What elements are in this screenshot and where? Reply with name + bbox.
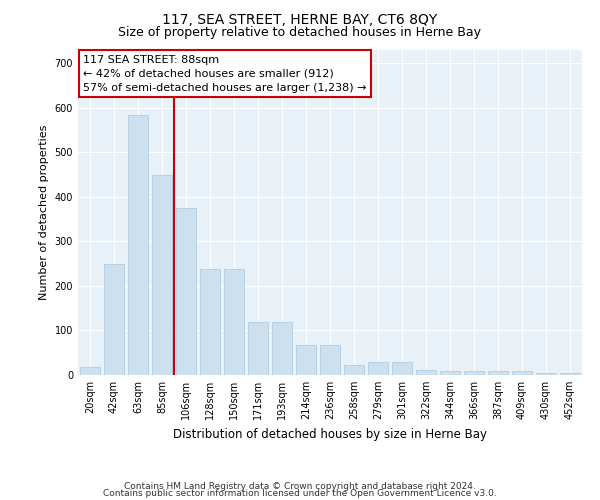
Bar (272, 322, 292, 375)
Bar (104, 264, 124, 375)
Bar (248, 322, 268, 375)
Text: 117 SEA STREET: 88sqm
← 42% of detached houses are smaller (912)
57% of semi-det: 117 SEA STREET: 88sqm ← 42% of detached … (83, 55, 367, 93)
Bar (176, 208, 196, 375)
Bar (128, 114, 148, 375)
Text: 117, SEA STREET, HERNE BAY, CT6 8QY: 117, SEA STREET, HERNE BAY, CT6 8QY (163, 12, 437, 26)
Bar (368, 362, 388, 375)
Bar (224, 269, 244, 375)
Bar (80, 368, 100, 375)
Text: Contains public sector information licensed under the Open Government Licence v3: Contains public sector information licen… (103, 490, 497, 498)
Bar (512, 372, 532, 375)
Bar (392, 362, 412, 375)
Bar (200, 269, 220, 375)
Bar (320, 345, 340, 375)
Bar (560, 373, 580, 375)
X-axis label: Distribution of detached houses by size in Herne Bay: Distribution of detached houses by size … (173, 428, 487, 440)
Bar (416, 370, 436, 375)
Bar (344, 365, 364, 375)
Text: Size of property relative to detached houses in Herne Bay: Size of property relative to detached ho… (119, 26, 482, 39)
Text: Contains HM Land Registry data © Crown copyright and database right 2024.: Contains HM Land Registry data © Crown c… (124, 482, 476, 491)
Bar (152, 174, 172, 375)
Bar (536, 373, 556, 375)
Bar (464, 370, 484, 375)
Bar (296, 345, 316, 375)
Bar (488, 372, 508, 375)
Bar (440, 370, 460, 375)
Y-axis label: Number of detached properties: Number of detached properties (39, 125, 49, 300)
